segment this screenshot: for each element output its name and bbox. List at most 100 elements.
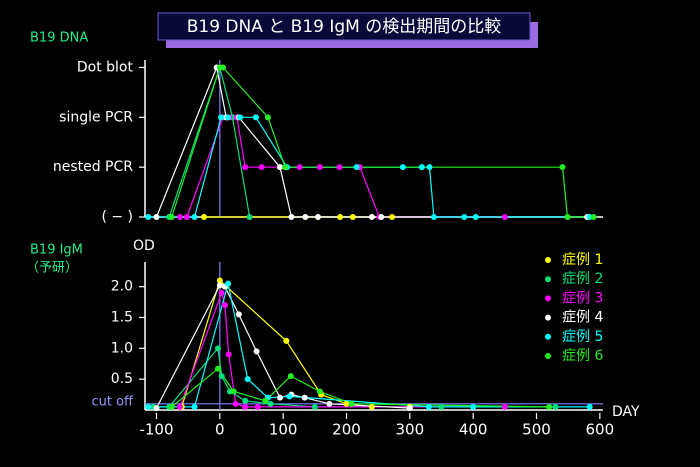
data-point — [368, 214, 375, 220]
y-axis-label: B19 DNA — [30, 31, 88, 46]
x-tick-label: 100 — [269, 421, 298, 439]
data-point — [501, 403, 508, 410]
data-point — [216, 282, 223, 289]
data-point — [326, 400, 333, 407]
data-point — [418, 164, 425, 171]
data-point — [336, 164, 343, 171]
data-point — [315, 214, 321, 220]
data-point — [461, 214, 468, 220]
y-tick-label: single PCR — [59, 109, 133, 125]
x-axis-label: DAY — [612, 404, 640, 420]
legend-label: 症例 3 — [562, 290, 603, 306]
data-point — [277, 394, 283, 401]
legend-swatch — [545, 353, 551, 359]
data-point — [232, 400, 239, 407]
legend-label: 症例 1 — [562, 252, 603, 268]
data-point — [368, 403, 375, 410]
data-point — [389, 214, 396, 220]
data-point — [225, 114, 232, 121]
data-point — [145, 214, 152, 220]
data-point — [191, 214, 198, 220]
data-point — [216, 277, 223, 284]
legend-label: 症例 4 — [562, 310, 603, 326]
data-point — [242, 403, 249, 410]
series-line — [168, 65, 251, 218]
data-point — [176, 403, 183, 410]
data-point — [590, 214, 597, 220]
data-point — [254, 403, 261, 410]
data-point — [218, 373, 225, 380]
legend-swatch — [545, 276, 551, 283]
y-tick-label: 0.5 — [111, 371, 133, 387]
x-tick-label: -100 — [139, 421, 173, 439]
data-point — [252, 114, 259, 121]
data-point — [176, 214, 183, 220]
data-point — [225, 351, 232, 358]
data-point — [353, 164, 360, 171]
data-point — [343, 400, 350, 407]
data-point — [242, 164, 249, 171]
y-axis-label: B19 IgM — [30, 243, 83, 258]
x-tick-label: 300 — [396, 421, 425, 439]
data-point — [286, 393, 293, 400]
data-point — [237, 114, 244, 121]
x-tick-label: 600 — [586, 421, 615, 439]
y-tick-label: ( − ) — [101, 209, 133, 225]
data-point — [264, 114, 271, 121]
data-point — [399, 164, 406, 171]
data-point — [430, 214, 437, 220]
data-point — [214, 345, 221, 352]
legend-swatch — [545, 295, 551, 302]
data-point — [230, 388, 237, 395]
data-point — [168, 214, 175, 220]
data-point — [168, 403, 175, 410]
data-point — [221, 302, 228, 309]
data-point — [283, 337, 290, 344]
title-box — [157, 12, 531, 41]
data-point — [552, 403, 559, 410]
data-point — [438, 403, 445, 410]
data-point — [267, 400, 274, 407]
data-point — [191, 403, 198, 410]
data-point — [153, 405, 160, 412]
data-point — [311, 403, 318, 410]
data-point — [183, 214, 190, 220]
y-tick-label: 2.0 — [111, 279, 133, 295]
data-point — [559, 164, 566, 171]
data-point — [472, 214, 479, 220]
y-axis-sublabel: （予研） — [26, 261, 78, 276]
data-point — [302, 214, 309, 220]
data-point — [378, 214, 385, 220]
data-point — [426, 164, 433, 171]
x-tick-label: 400 — [459, 421, 488, 439]
data-point — [153, 214, 160, 220]
chart-title: B19 DNA と B19 IgM の検出期間の比較 — [187, 17, 502, 37]
data-point — [242, 397, 249, 404]
data-point — [425, 403, 432, 410]
data-point — [145, 403, 152, 410]
data-point — [348, 400, 355, 407]
y-tick-label: 1.0 — [111, 340, 133, 356]
data-point — [501, 214, 508, 220]
data-point — [282, 164, 289, 171]
data-point — [337, 214, 344, 220]
cutoff-label: cut off — [91, 394, 134, 409]
legend-label: 症例 2 — [562, 271, 603, 287]
data-point — [316, 388, 323, 395]
data-point — [586, 403, 593, 410]
data-point — [246, 214, 253, 220]
data-point — [262, 397, 269, 404]
legend-label: 症例 6 — [562, 348, 603, 364]
data-point — [214, 365, 221, 372]
data-point — [258, 164, 265, 171]
data-point — [349, 214, 356, 220]
data-point — [287, 373, 294, 380]
legend-swatch — [545, 333, 551, 340]
data-point — [218, 114, 225, 121]
data-point — [244, 376, 251, 383]
data-point — [296, 164, 303, 171]
data-point — [288, 214, 295, 220]
x-tick-label: 0 — [215, 421, 225, 439]
